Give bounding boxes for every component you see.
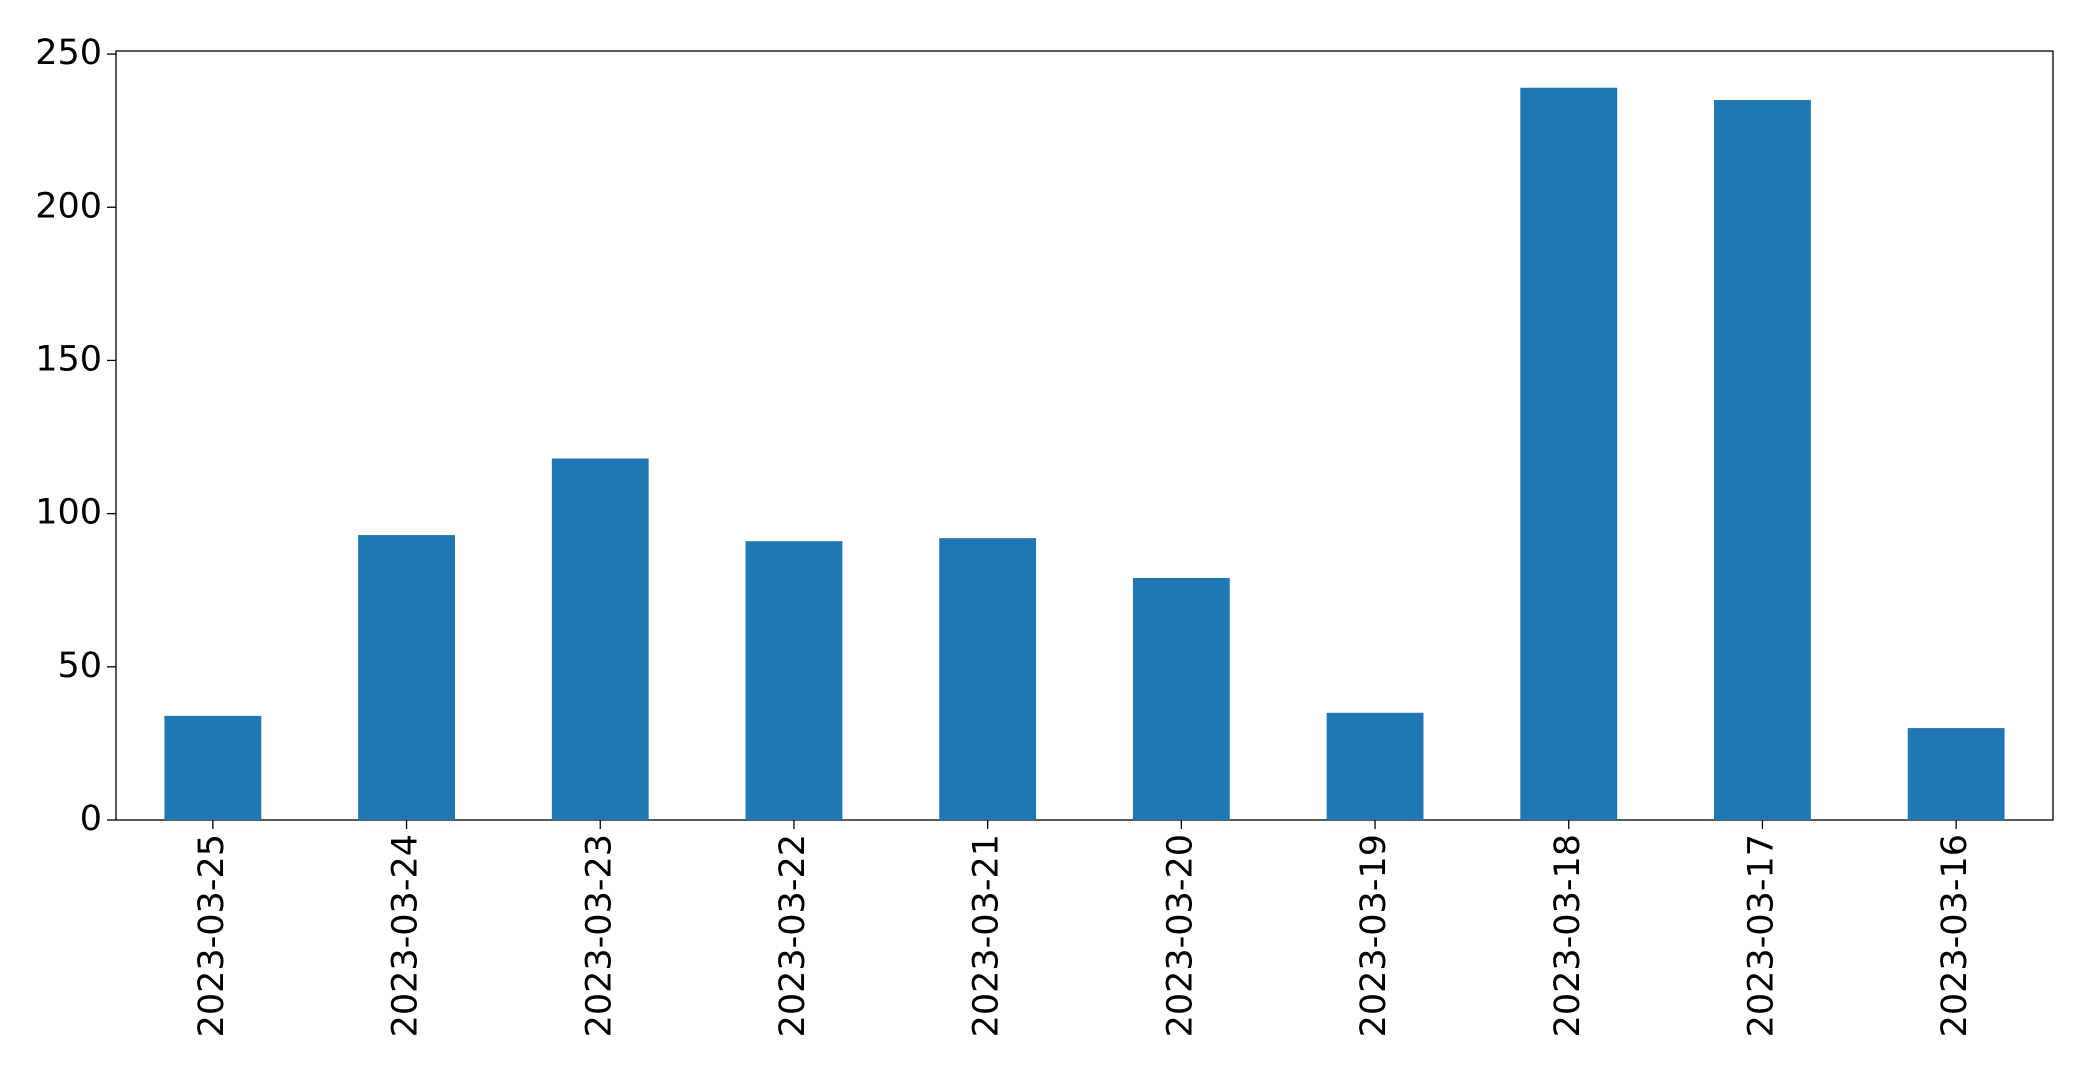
y-tick-label: 200 [35,186,102,226]
bar [1326,712,1424,820]
x-tick-label: 2023-03-18 [1548,834,1588,1037]
y-tick-label: 100 [35,493,102,533]
bar [358,535,455,820]
bar [1132,577,1230,820]
y-tick-label: 250 [35,33,102,73]
x-tick-label: 2023-03-21 [967,834,1007,1037]
bar [745,541,843,820]
bar [1520,87,1618,820]
y-tick-label: 0 [80,799,102,839]
x-tick-label: 2023-03-20 [1160,834,1200,1037]
bar [939,538,1037,820]
x-tick-label: 2023-03-25 [192,834,232,1037]
x-tick-label: 2023-03-22 [773,834,813,1037]
plot-frame [115,50,2054,821]
x-tick-label: 2023-03-24 [386,834,426,1037]
x-tick-label: 2023-03-16 [1935,834,1975,1037]
y-tick-label: 50 [57,646,102,686]
x-tick-label: 2023-03-23 [579,834,619,1037]
bar [164,715,262,820]
bar [1714,100,1811,821]
y-tick-label: 150 [35,339,102,379]
x-tick-label: 2023-03-17 [1741,834,1781,1037]
bar [1907,728,2005,820]
x-tick-label: 2023-03-19 [1354,834,1394,1037]
bar [551,458,649,820]
